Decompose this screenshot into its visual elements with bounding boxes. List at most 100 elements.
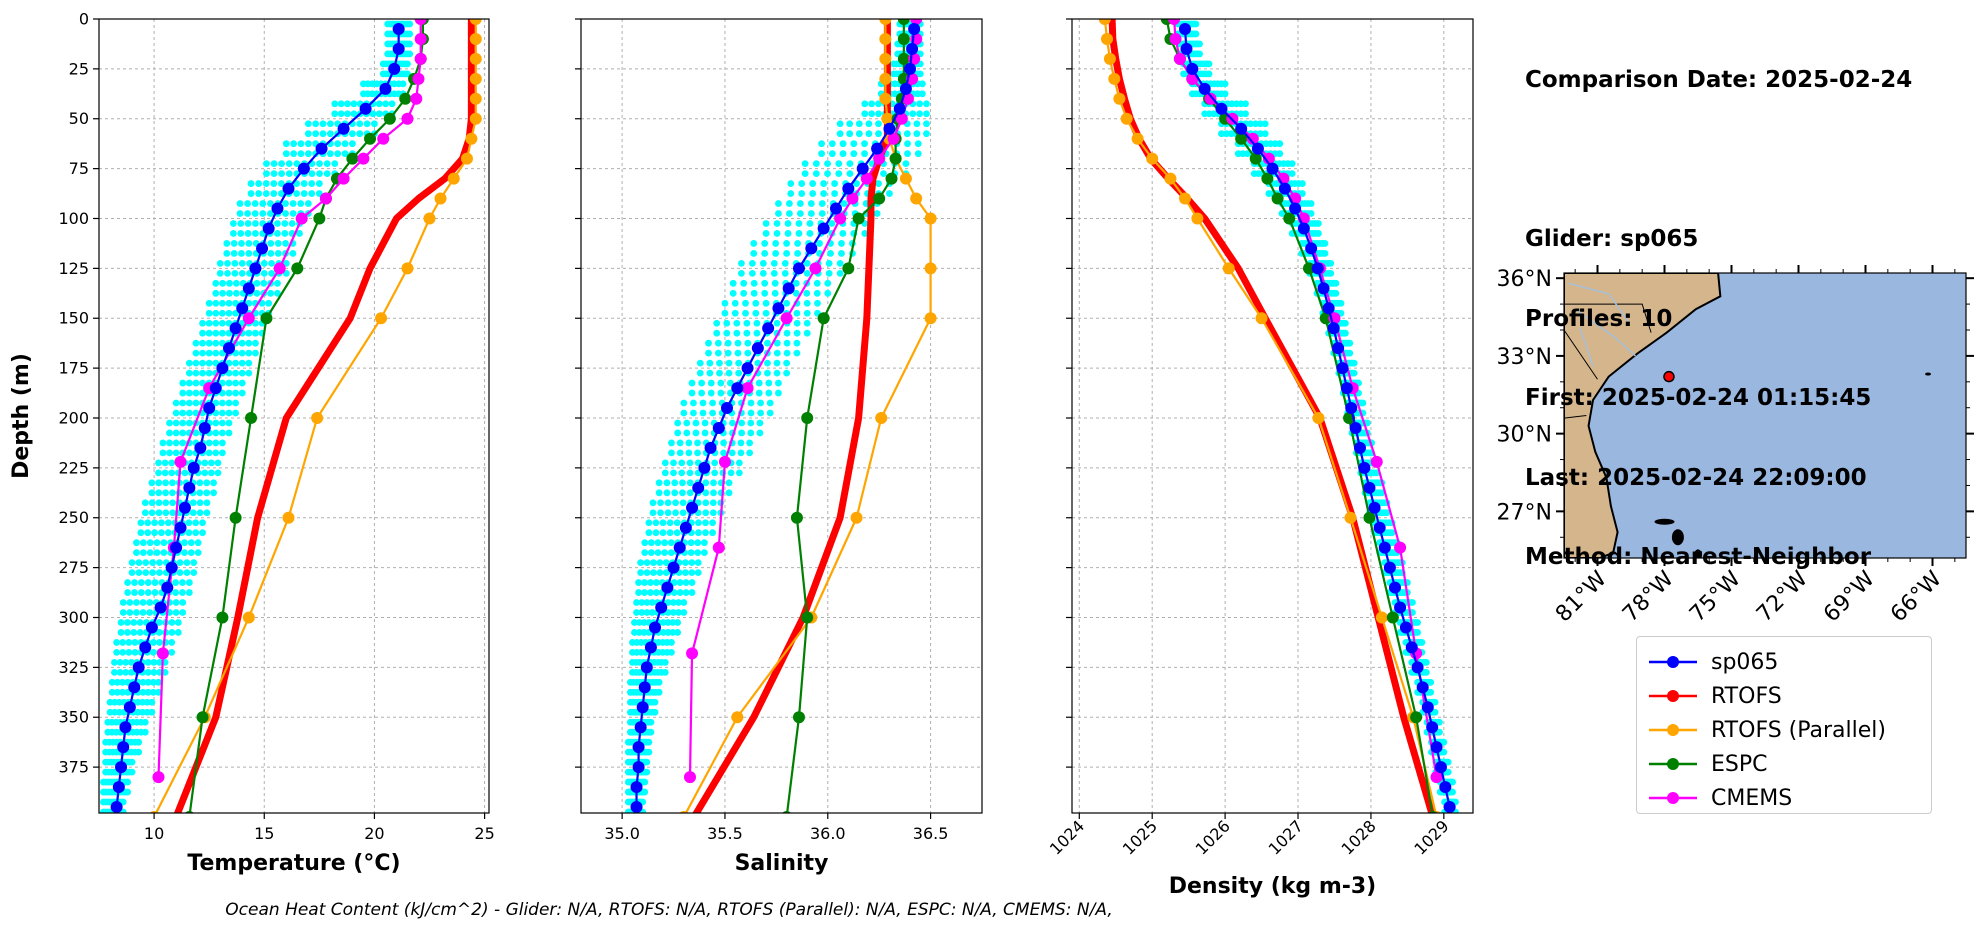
raw-profile-point bbox=[914, 150, 922, 158]
raw-profile-point bbox=[1315, 230, 1322, 237]
raw-profile-point bbox=[694, 539, 702, 547]
series-point bbox=[1100, 32, 1113, 45]
raw-profile-point bbox=[765, 389, 773, 397]
raw-profile-point bbox=[688, 559, 696, 567]
raw-profile-point bbox=[740, 279, 748, 287]
raw-profile-point bbox=[1192, 20, 1200, 28]
raw-profile-point bbox=[137, 589, 145, 596]
raw-profile-point bbox=[341, 150, 349, 158]
raw-profile-point bbox=[341, 140, 349, 148]
raw-profile-point bbox=[735, 469, 743, 477]
raw-profile-point bbox=[212, 289, 220, 297]
raw-profile-point bbox=[127, 658, 135, 666]
raw-profile-point bbox=[813, 279, 821, 287]
raw-profile-point bbox=[135, 569, 143, 577]
raw-profile-point bbox=[179, 429, 187, 437]
raw-profile-point bbox=[686, 469, 694, 477]
series-point bbox=[817, 312, 830, 325]
raw-profile-point bbox=[706, 359, 714, 367]
series-point bbox=[1180, 42, 1193, 55]
raw-profile-point bbox=[159, 439, 167, 447]
raw-profile-point bbox=[1332, 279, 1340, 287]
raw-profile-point bbox=[635, 619, 643, 626]
raw-profile-point bbox=[146, 549, 154, 557]
raw-profile-point bbox=[875, 120, 882, 128]
series-point bbox=[346, 152, 359, 165]
raw-profile-point bbox=[645, 748, 653, 756]
series-point bbox=[879, 19, 892, 25]
axes-frame bbox=[1071, 18, 1474, 814]
raw-profile-point bbox=[653, 579, 660, 586]
series-point bbox=[156, 647, 169, 660]
raw-profile-point bbox=[655, 678, 663, 686]
raw-profile-point bbox=[278, 170, 286, 178]
raw-profile-point bbox=[794, 240, 802, 247]
raw-profile-point bbox=[661, 469, 669, 477]
series-line-sp065 bbox=[115, 28, 400, 808]
raw-profile-point bbox=[838, 250, 845, 257]
raw-profile-point bbox=[770, 259, 778, 267]
x-tick-label: 1024 bbox=[1046, 816, 1088, 858]
raw-profile-point bbox=[731, 309, 739, 317]
series-point bbox=[161, 581, 174, 594]
raw-profile-point bbox=[252, 349, 259, 357]
series-point bbox=[692, 481, 705, 494]
raw-profile-point bbox=[274, 289, 281, 297]
series-point bbox=[123, 701, 136, 714]
raw-profile-point bbox=[1431, 698, 1439, 706]
density-panel: 1024 1025 1026 1027 1028 1029 Density (kg m-3) bbox=[1046, 18, 1474, 899]
comparison-date: Comparison Date: 2025-02-24 bbox=[1525, 67, 1913, 93]
raw-profile-point bbox=[205, 299, 213, 307]
raw-profile-point bbox=[688, 579, 696, 586]
raw-profile-point bbox=[300, 180, 308, 187]
series-point bbox=[772, 302, 785, 315]
raw-profile-point bbox=[679, 509, 687, 517]
raw-profile-point bbox=[316, 160, 323, 168]
raw-profile-point bbox=[212, 319, 220, 327]
raw-profile-point bbox=[218, 309, 226, 317]
raw-profile-point bbox=[668, 649, 675, 656]
series-point bbox=[897, 32, 910, 45]
raw-profile-point bbox=[168, 459, 176, 467]
raw-profile-point bbox=[759, 269, 767, 277]
series-point bbox=[401, 112, 414, 125]
raw-profile-point bbox=[1350, 359, 1358, 367]
raw-profile-point bbox=[230, 220, 237, 227]
raw-profile-point bbox=[824, 279, 832, 287]
raw-profile-point bbox=[216, 259, 224, 267]
raw-profile-point bbox=[647, 539, 655, 547]
raw-profile-point bbox=[688, 589, 696, 596]
raw-profile-point bbox=[666, 519, 674, 527]
raw-profile-point bbox=[713, 329, 721, 337]
raw-profile-point bbox=[124, 778, 132, 786]
raw-profile-point bbox=[238, 250, 245, 257]
raw-profile-point bbox=[117, 629, 125, 636]
raw-profile-point bbox=[174, 629, 182, 636]
raw-profile-point bbox=[205, 439, 213, 447]
raw-profile-point bbox=[803, 319, 811, 327]
series-point bbox=[636, 701, 649, 714]
series-point bbox=[1302, 262, 1315, 275]
raw-profile-point bbox=[232, 359, 240, 367]
raw-profile-point bbox=[795, 220, 803, 227]
lat-tick-label: 33°N bbox=[1497, 345, 1552, 370]
island bbox=[1925, 372, 1932, 376]
raw-profile-point bbox=[253, 279, 261, 287]
raw-profile-point bbox=[189, 499, 197, 507]
raw-profile-point bbox=[143, 698, 151, 706]
raw-profile-point bbox=[1383, 509, 1391, 517]
raw-profile-point bbox=[251, 210, 259, 217]
raw-profile-point bbox=[771, 279, 779, 287]
raw-profile-point bbox=[643, 569, 651, 577]
raw-profile-point bbox=[875, 180, 882, 187]
series-point bbox=[256, 242, 269, 255]
raw-profile-point bbox=[151, 519, 158, 527]
series-point bbox=[291, 262, 304, 275]
raw-profile-point bbox=[219, 289, 227, 297]
series-point bbox=[377, 132, 390, 145]
raw-profile-point bbox=[259, 200, 267, 207]
raw-profile-point bbox=[806, 230, 814, 237]
raw-profile-point bbox=[277, 190, 285, 197]
raw-profile-point bbox=[131, 639, 139, 646]
raw-profile-point bbox=[742, 299, 749, 307]
